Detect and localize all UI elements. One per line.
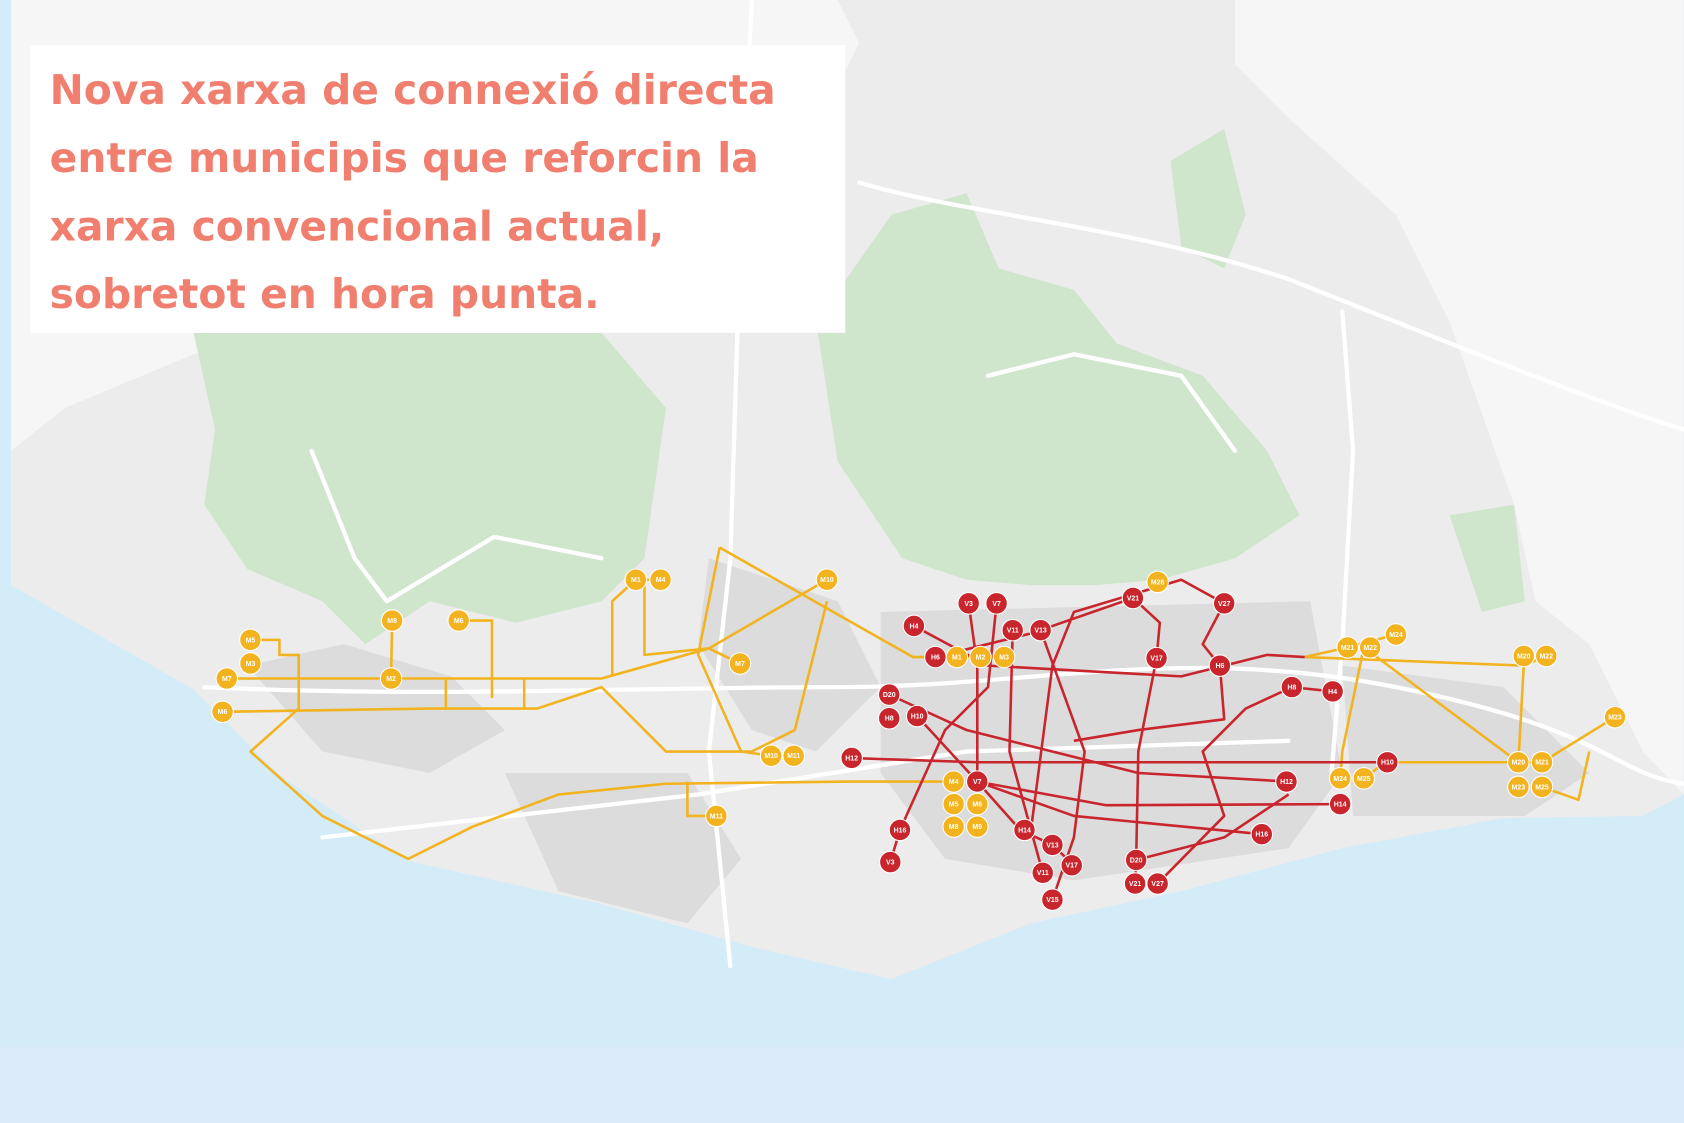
stop-label: M24	[1333, 776, 1347, 783]
stop-label: M6	[454, 618, 464, 625]
stop-label: H10	[1381, 760, 1394, 767]
stop-label: M22	[1540, 653, 1554, 660]
stop-label: H6	[931, 654, 940, 661]
stop-label: D20	[883, 692, 896, 699]
stop-label: V7	[992, 601, 1001, 608]
stop-label: M25	[1535, 784, 1549, 791]
stop-label: V21	[1127, 595, 1140, 602]
stop-label: H16	[1255, 832, 1268, 839]
stop-label: V27	[1218, 601, 1231, 608]
stop-label: M5	[949, 802, 959, 809]
stop-label: M23	[1608, 715, 1622, 722]
stop-label: M10	[764, 753, 778, 760]
stop-label: H4	[1328, 689, 1337, 696]
stop-label: H8	[1287, 684, 1296, 691]
stop-label: V17	[1066, 863, 1079, 870]
stop-label: M11	[787, 753, 800, 760]
title-line: Nova xarxa de connexió directa	[50, 66, 776, 114]
stop-label: V17	[1150, 656, 1163, 663]
title-line: entre municipis que reforcin la	[50, 134, 759, 182]
bottom-band	[0, 1047, 1683, 1123]
stop-label: M7	[222, 676, 232, 683]
stop-label: M20	[1512, 760, 1526, 767]
stop-label: H14	[1334, 802, 1347, 809]
stop-label: M1	[952, 654, 962, 661]
map: M1 M4 M10 M8 M6 M5 M3 M7 M2 M6 M7 M10 M11 M11 M1 M2 M3 M4…	[0, 0, 1684, 1123]
stop-label: M21	[1341, 645, 1355, 652]
stop-label: V21	[1129, 881, 1142, 888]
stop-label: M10	[820, 577, 834, 584]
stop-label: V3	[886, 859, 895, 866]
stop-label: V13	[1046, 842, 1059, 849]
stop-label: D20	[1130, 857, 1143, 864]
stop-label: M21	[1535, 760, 1549, 767]
stop-label: M20	[1517, 653, 1531, 660]
stop-label: M4	[656, 577, 666, 584]
stop-label: H4	[909, 623, 918, 630]
title-line: sobretot en hora punta.	[50, 270, 600, 318]
stop-label: V27	[1151, 881, 1164, 888]
stop-label: M9	[972, 824, 982, 831]
stop-label: M11	[710, 813, 723, 820]
stop-label: M4	[949, 779, 959, 786]
stop-label: H10	[911, 713, 924, 720]
stop-label: M23	[1512, 784, 1526, 791]
stop-label: H14	[1018, 827, 1031, 834]
stop-label: H12	[1280, 779, 1293, 786]
stop-label: M1	[631, 577, 641, 584]
stop-label: H8	[885, 716, 894, 723]
stop-label: V11	[1007, 628, 1019, 635]
page: {"title_lines": ["Nova xarxa de connexió…	[0, 0, 1684, 1123]
stop-label: M5	[246, 637, 256, 644]
stop-label: M25	[1357, 776, 1371, 783]
stop-label: H6	[1215, 663, 1224, 670]
stop-label: V7	[973, 779, 982, 786]
stop-label: V13	[1034, 628, 1047, 635]
stop-label: M22	[1363, 645, 1377, 652]
stop-label: V3	[964, 601, 973, 608]
stop-label: M6	[218, 709, 228, 716]
stop-label: H12	[845, 755, 858, 762]
stop-label: M8	[387, 618, 397, 625]
stop-label: V15	[1046, 897, 1059, 904]
stop-label: M26	[1151, 579, 1165, 586]
stop-label: H16	[894, 827, 907, 834]
stop-label: M8	[949, 824, 959, 831]
stop-label: M2	[976, 654, 986, 661]
stop-label: V11	[1037, 870, 1049, 877]
stop-label: M6	[972, 802, 982, 809]
stop-label: M24	[1389, 632, 1403, 639]
stop-label: M7	[735, 661, 745, 668]
stop-label: M3	[246, 661, 256, 668]
title-line: xarxa convencional actual,	[50, 202, 665, 250]
stop-label: M2	[386, 676, 396, 683]
stop-label: M3	[999, 654, 1009, 661]
